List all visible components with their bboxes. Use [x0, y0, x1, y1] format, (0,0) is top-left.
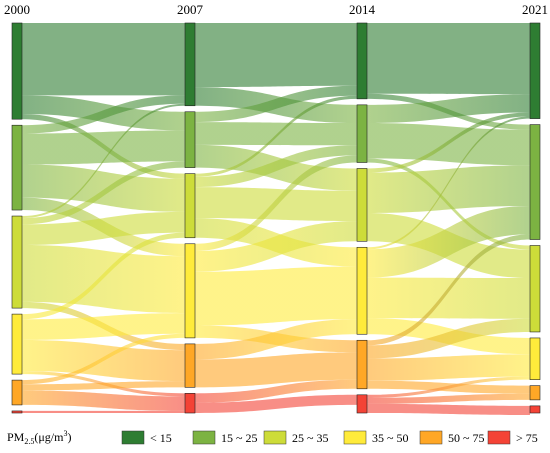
flow-2007-lt15-to-2014-lt15 [195, 23, 357, 88]
legend-label-15-25: 15 ~ 25 [221, 431, 258, 445]
flow-2000-50-75-to-2007-gt75 [22, 390, 185, 411]
flow-2007-15-25-to-2014-15-25 [195, 122, 357, 146]
flow-2000-35-50-to-2007-25-35 [22, 232, 185, 320]
flow-2014-35-50-to-2021-lt15 [367, 116, 530, 250]
legend-label-50-75: 50 ~ 75 [448, 431, 485, 445]
node-2007-gt75 [184, 393, 196, 414]
stage-label-2007: 2007 [177, 2, 204, 17]
node-2000-50-75 [11, 379, 23, 406]
flow-2014-gt75-to-2021-gt75 [367, 403, 530, 416]
flow-2014-50-75-to-2021-35-50 [367, 354, 530, 381]
flow-2007-35-50-to-2014-15-25 [195, 155, 357, 251]
flow-2014-50-75-to-2021-25-35 [367, 318, 530, 359]
flow-2000-35-50-to-2007-35-50 [22, 313, 185, 340]
flow-2014-25-35-to-2021-15-25 [367, 165, 530, 213]
flow-2007-35-50-to-2014-25-35 [195, 221, 357, 272]
flow-2000-15-25-to-2007-lt15 [22, 95, 185, 134]
legend-label-lt15: < 15 [150, 431, 172, 445]
flow-2000-25-35-to-2007-25-35 [22, 211, 185, 245]
stage-label-2000: 2000 [4, 2, 30, 17]
node-2021-35-50 [529, 337, 541, 380]
node-2007-50-75 [184, 343, 196, 388]
node-2014-gt75 [356, 394, 368, 414]
legend-swatch-25-35 [263, 430, 287, 445]
flow-2007-50-75-to-2014-50-75 [195, 352, 357, 388]
stage-label-2021: 2021 [522, 2, 548, 17]
flow-2007-15-25-to-2014-lt15 [195, 85, 357, 123]
legend-swatch-gt75 [487, 430, 511, 445]
flow-2014-35-50-to-2021-25-35 [367, 277, 530, 319]
flow-2000-25-35-to-2007-15-25 [22, 161, 185, 225]
flow-2014-25-35-to-2021-lt15 [367, 112, 530, 173]
flow-2014-lt15-to-2021-lt15 [367, 23, 530, 95]
legend-label-25-35: 25 ~ 35 [292, 431, 329, 445]
flow-2007-gt75-to-2014-gt75 [195, 394, 357, 413]
node-2007-lt15 [184, 22, 196, 107]
stage-label-2014: 2014 [349, 2, 376, 17]
legend-swatch-15-25 [192, 430, 216, 445]
flow-2007-gt75-to-2014-50-75 [195, 379, 357, 403]
legend-label-gt75: > 75 [516, 431, 538, 445]
node-2014-25-35 [356, 168, 368, 242]
node-2021-50-75 [529, 385, 541, 401]
node-2021-lt15 [529, 22, 541, 119]
flow-2014-gt75-to-2021-50-75 [367, 393, 530, 404]
stage-labels: 2000 2007 2014 2021 [4, 2, 548, 17]
flow-2000-lt15-to-2007-lt15 [22, 23, 185, 96]
node-2007-25-35 [184, 173, 196, 239]
node-2021-gt75 [529, 405, 541, 414]
node-2000-gt75 [11, 410, 23, 414]
flow-2000-50-75-to-2007-50-75 [22, 381, 185, 391]
node-2000-25-35 [11, 215, 23, 309]
node-2021-15-25 [529, 124, 541, 240]
legend-label-35-50: 35 ~ 50 [372, 431, 409, 445]
legend-swatch-35-50 [343, 430, 367, 445]
node-2000-lt15 [11, 22, 23, 120]
node-2000-15-25 [11, 124, 23, 211]
node-2014-15-25 [356, 104, 368, 163]
flow-2000-25-35-to-2007-lt15 [22, 103, 185, 219]
flows-layer [22, 23, 530, 416]
node-2021-25-35 [529, 245, 541, 333]
flow-2007-25-35-to-2014-lt15 [195, 95, 357, 177]
flow-2014-35-50-to-2021-15-25 [367, 205, 530, 278]
flow-2014-50-75-to-2021-15-25 [367, 234, 530, 346]
flow-2000-25-35-to-2007-35-50 [22, 245, 185, 314]
flow-2000-50-75-to-2007-35-50 [22, 333, 185, 385]
legend: PM2.5(μg/m3) < 15 15 ~ 25 25 ~ 35 35 ~ 50 50… [7, 429, 538, 446]
legend-title: PM2.5(μg/m3) [7, 429, 71, 446]
flow-2007-25-35-to-2014-15-25 [195, 145, 357, 188]
nodes-layer [11, 22, 541, 414]
node-2014-50-75 [356, 339, 368, 390]
legend-swatch-lt15 [121, 430, 145, 445]
flow-2000-15-25-to-2007-25-35 [22, 164, 185, 212]
flow-2000-15-25-to-2007-15-25 [22, 130, 185, 165]
legend-swatch-50-75 [419, 430, 443, 445]
flow-2014-15-25-to-2021-lt15 [367, 94, 530, 124]
flow-2007-50-75-to-2014-35-50 [195, 319, 357, 360]
node-2000-35-50 [11, 313, 23, 375]
flow-2007-35-50-to-2014-35-50 [195, 266, 357, 326]
node-2014-35-50 [356, 246, 368, 335]
node-2014-lt15 [356, 22, 368, 100]
flow-2000-gt75-to-2007-gt75 [22, 410, 185, 413]
flow-2014-gt75-to-2021-35-50 [367, 376, 530, 398]
node-2007-35-50 [184, 243, 196, 339]
node-2007-15-25 [184, 111, 196, 168]
